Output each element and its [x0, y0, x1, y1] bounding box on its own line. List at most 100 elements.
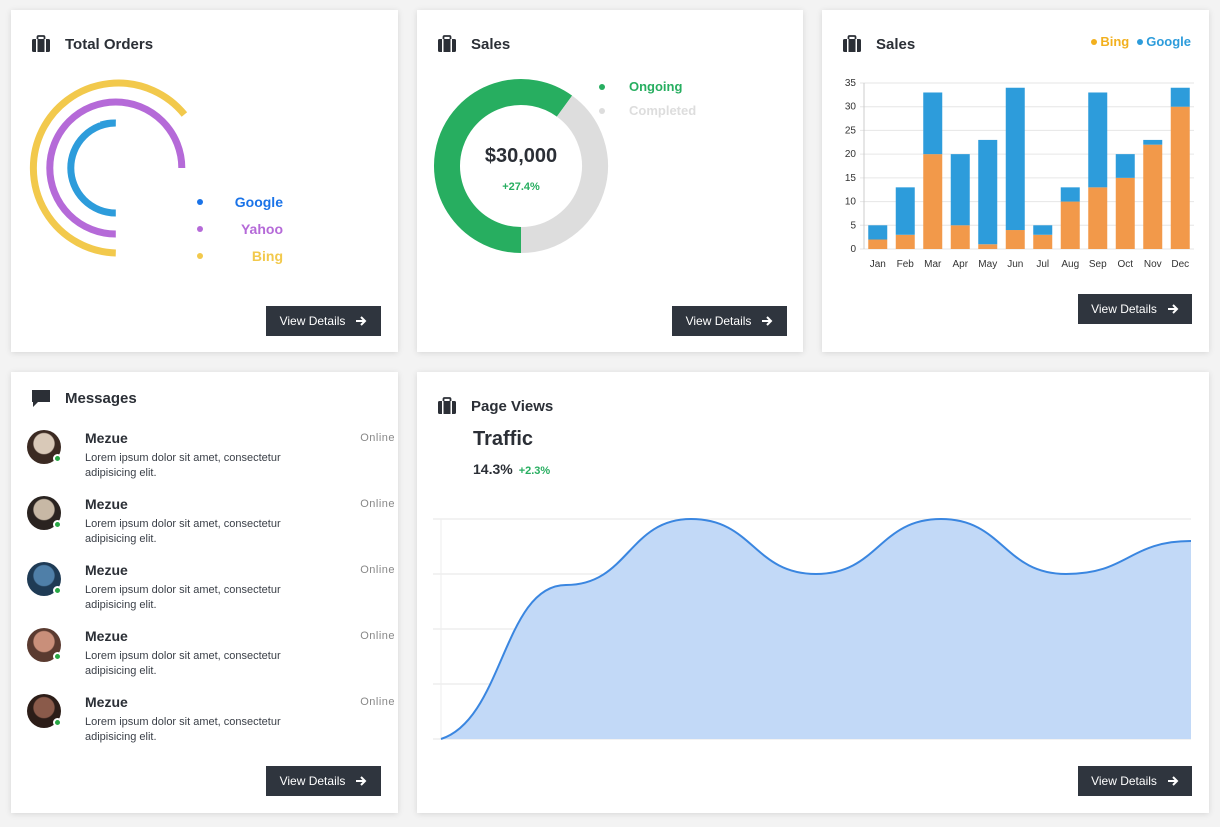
- message-sender: Mezue: [85, 694, 128, 710]
- arrow-right-icon: [762, 316, 773, 326]
- sales-bar-chart: 0 5 10 15 20 25 30 35 Jan Feb Mar Apr May Jun Jul Aug Se…: [845, 78, 1194, 270]
- y-tick-label: 0: [850, 244, 856, 255]
- radial-google-arc: [67, 119, 116, 217]
- legend-item-completed: Completed: [599, 103, 696, 118]
- message-preview: Lorem ipsum dolor sit amet, consectetur …: [85, 650, 281, 677]
- legend-item-ongoing: Ongoing: [599, 79, 682, 94]
- message-status: Online: [360, 498, 395, 510]
- button-label: View Details: [1091, 774, 1157, 788]
- message-preview: Lorem ipsum dolor sit amet, consectetur …: [85, 518, 281, 545]
- x-tick-label: May: [978, 259, 997, 270]
- message-item[interactable]: Mezue Online Lorem ipsum dolor sit amet, c…: [27, 430, 395, 490]
- sales-donut-chart: $30,000 +27.4%: [434, 79, 608, 253]
- legend-bing: Bing: [1091, 34, 1129, 49]
- total-orders-view-details-button[interactable]: View Details: [266, 306, 381, 336]
- traffic-heading: Traffic: [473, 428, 534, 450]
- y-tick-label: 15: [845, 173, 857, 184]
- legend-item-google: Google: [197, 194, 283, 210]
- legend-google-label: Google: [1146, 34, 1191, 49]
- message-preview: Lorem ipsum dolor sit amet, consectetur …: [85, 716, 281, 743]
- legend-dot: [599, 107, 605, 114]
- message-sender: Mezue: [85, 496, 128, 512]
- x-tick-label: Dec: [1171, 259, 1189, 270]
- sales-change: +27.4%: [502, 181, 540, 193]
- message-item[interactable]: Mezue Online Lorem ipsum dolor sit amet, c…: [27, 562, 395, 622]
- bar-google-oct: [1115, 154, 1135, 178]
- x-tick-label: Mar: [924, 259, 942, 270]
- sales-donut-card: Sales $30,000 +27.4% Ongoing Completed Vi…: [417, 10, 803, 352]
- bar-bing-aug: [1060, 201, 1080, 249]
- message-preview: Lorem ipsum dolor sit amet, consectetur …: [85, 584, 281, 611]
- arrow-right-icon: [1167, 776, 1179, 786]
- button-label: View Details: [1091, 302, 1157, 316]
- x-tick-label: Apr: [952, 259, 968, 270]
- sales-bar-header: Sales: [842, 34, 915, 54]
- bar-bing-oct: [1115, 177, 1135, 249]
- messages-card: Messages Mezue Online Lorem ipsum dolor si…: [11, 372, 398, 813]
- total-orders-header: Total Orders: [31, 34, 153, 54]
- y-tick-label: 5: [850, 220, 856, 231]
- message-status: Online: [360, 696, 395, 708]
- message-status: Online: [360, 564, 395, 576]
- button-label: View Details: [279, 774, 346, 788]
- briefcase-icon: [843, 35, 861, 52]
- online-indicator: [53, 652, 62, 661]
- bar-google-dec: [1170, 87, 1190, 107]
- traffic-line: [440, 517, 1192, 740]
- online-indicator: [53, 454, 62, 463]
- x-tick-label: Nov: [1144, 259, 1162, 270]
- bar-google-may: [978, 139, 998, 245]
- message-item[interactable]: Mezue Online Lorem ipsum dolor sit amet, c…: [27, 628, 395, 688]
- bar-bing-mar: [923, 154, 943, 249]
- legend-label: Yahoo: [240, 221, 283, 237]
- legend-label: Bing: [251, 248, 283, 264]
- bar-google-mar: [923, 92, 943, 155]
- x-tick-label: Jul: [1036, 259, 1049, 270]
- page-views-view-details-button[interactable]: View Details: [1078, 766, 1192, 796]
- bar-google-sep: [1088, 92, 1108, 188]
- message-status: Online: [360, 630, 395, 642]
- bar-bing-feb: [895, 234, 915, 249]
- arrow-right-icon: [1167, 304, 1179, 314]
- page-views-area-chart: [433, 517, 1192, 740]
- arrow-right-icon: [356, 776, 367, 786]
- messages-title: Messages: [65, 389, 137, 407]
- online-indicator: [53, 718, 62, 727]
- x-tick-label: Oct: [1117, 259, 1133, 270]
- briefcase-icon: [32, 35, 50, 52]
- page-views-title: Page Views: [471, 397, 554, 415]
- traffic-value: 14.3%: [473, 461, 513, 477]
- bar-google-jul: [1033, 225, 1053, 235]
- bar-bing-jun: [1005, 230, 1025, 249]
- message-item[interactable]: Mezue Online Lorem ipsum dolor sit amet, c…: [27, 496, 395, 556]
- bar-google-jun: [1005, 87, 1025, 231]
- bar-google-feb: [895, 187, 915, 235]
- y-tick-label: 30: [845, 102, 857, 113]
- bar-bing-jan: [868, 239, 888, 249]
- y-tick-label: 10: [845, 197, 857, 208]
- briefcase-icon: [438, 397, 456, 414]
- messages-view-details-button[interactable]: View Details: [266, 766, 381, 796]
- legend-label: Google: [234, 194, 283, 210]
- total-orders-card: Total Orders Google Yahoo Bing View Detail…: [11, 10, 398, 352]
- radial-bing-arc: [29, 79, 188, 257]
- message-status: Online: [360, 432, 395, 444]
- sales-bar-view-details-button[interactable]: View Details: [1078, 294, 1192, 324]
- online-indicator: [53, 586, 62, 595]
- radial-yahoo-arc: [46, 98, 186, 238]
- sales-bar-legend: Bing Google: [1091, 34, 1191, 49]
- total-orders-radial-chart: [29, 79, 188, 257]
- bar-google-jan: [868, 225, 888, 240]
- bar-google-nov: [1143, 139, 1163, 145]
- legend-item-yahoo: Yahoo: [197, 221, 283, 237]
- bar-bing-sep: [1088, 187, 1108, 249]
- messages-header: Messages: [31, 388, 137, 408]
- message-preview: Lorem ipsum dolor sit amet, consectetur …: [85, 452, 281, 479]
- sales-donut-header: Sales: [437, 34, 510, 54]
- x-tick-label: Jun: [1007, 259, 1023, 270]
- legend-label: Completed: [629, 103, 697, 118]
- message-item[interactable]: Mezue Online Lorem ipsum dolor sit amet, c…: [27, 694, 395, 754]
- briefcase-icon: [438, 35, 456, 52]
- sales-donut-view-details-button[interactable]: View Details: [672, 306, 787, 336]
- sales-amount: $30,000: [485, 145, 557, 167]
